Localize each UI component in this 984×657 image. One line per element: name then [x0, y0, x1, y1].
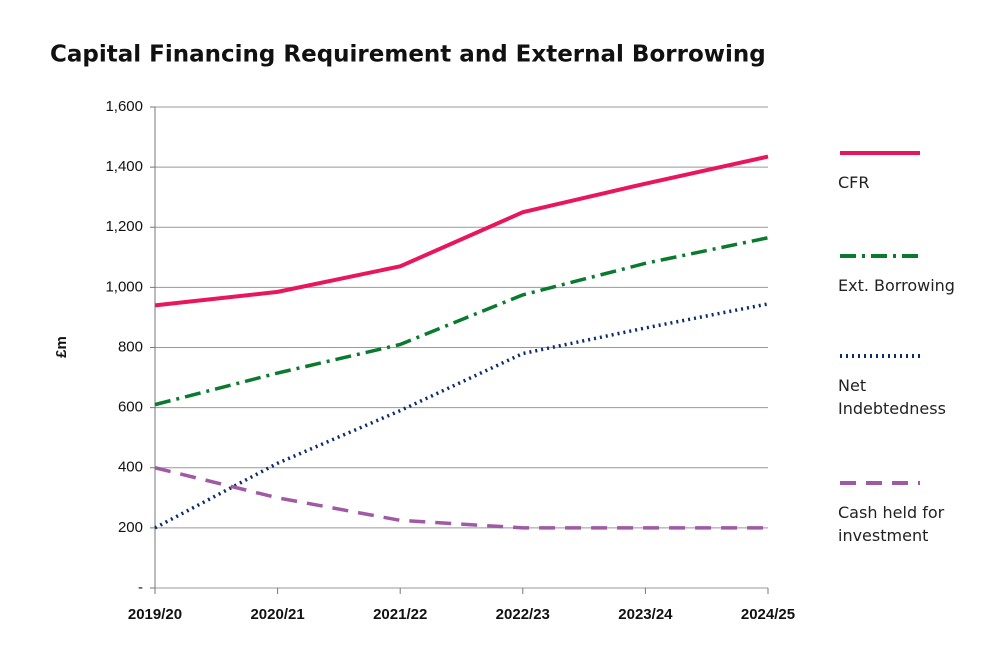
- y-tick-label: 1,000: [105, 278, 143, 295]
- legend-label: CFR: [838, 173, 870, 192]
- y-tick-label: 600: [118, 399, 143, 416]
- series-line: [154, 236, 769, 407]
- y-tick-label: -: [138, 579, 143, 596]
- y-tick-label: 800: [118, 338, 143, 355]
- x-tick-label: 2023/24: [618, 606, 673, 623]
- y-tick-label: 1,200: [105, 218, 143, 235]
- x-tick-label: 2021/22: [373, 606, 427, 623]
- x-tick-label: 2019/20: [128, 606, 182, 623]
- x-tick-label: 2022/23: [496, 606, 550, 623]
- chart-title: Capital Financing Requirement and Extern…: [50, 42, 766, 68]
- legend-label: Net Indebtedness: [838, 376, 946, 418]
- y-tick-label: 200: [118, 519, 143, 536]
- y-tick-label: 1,600: [105, 98, 143, 115]
- series-line: [154, 466, 768, 530]
- legend-label: Cash held for investment: [838, 503, 945, 545]
- legend-label: Ext. Borrowing: [838, 276, 955, 295]
- y-tick-label: 400: [118, 459, 143, 476]
- y-tick-label: 1,400: [105, 158, 143, 175]
- series-line: [154, 302, 769, 530]
- x-tick-label: 2024/25: [741, 606, 795, 623]
- x-tick-label: 2020/21: [250, 606, 304, 623]
- series-line: [154, 154, 769, 308]
- y-axis-label: £m: [53, 336, 70, 358]
